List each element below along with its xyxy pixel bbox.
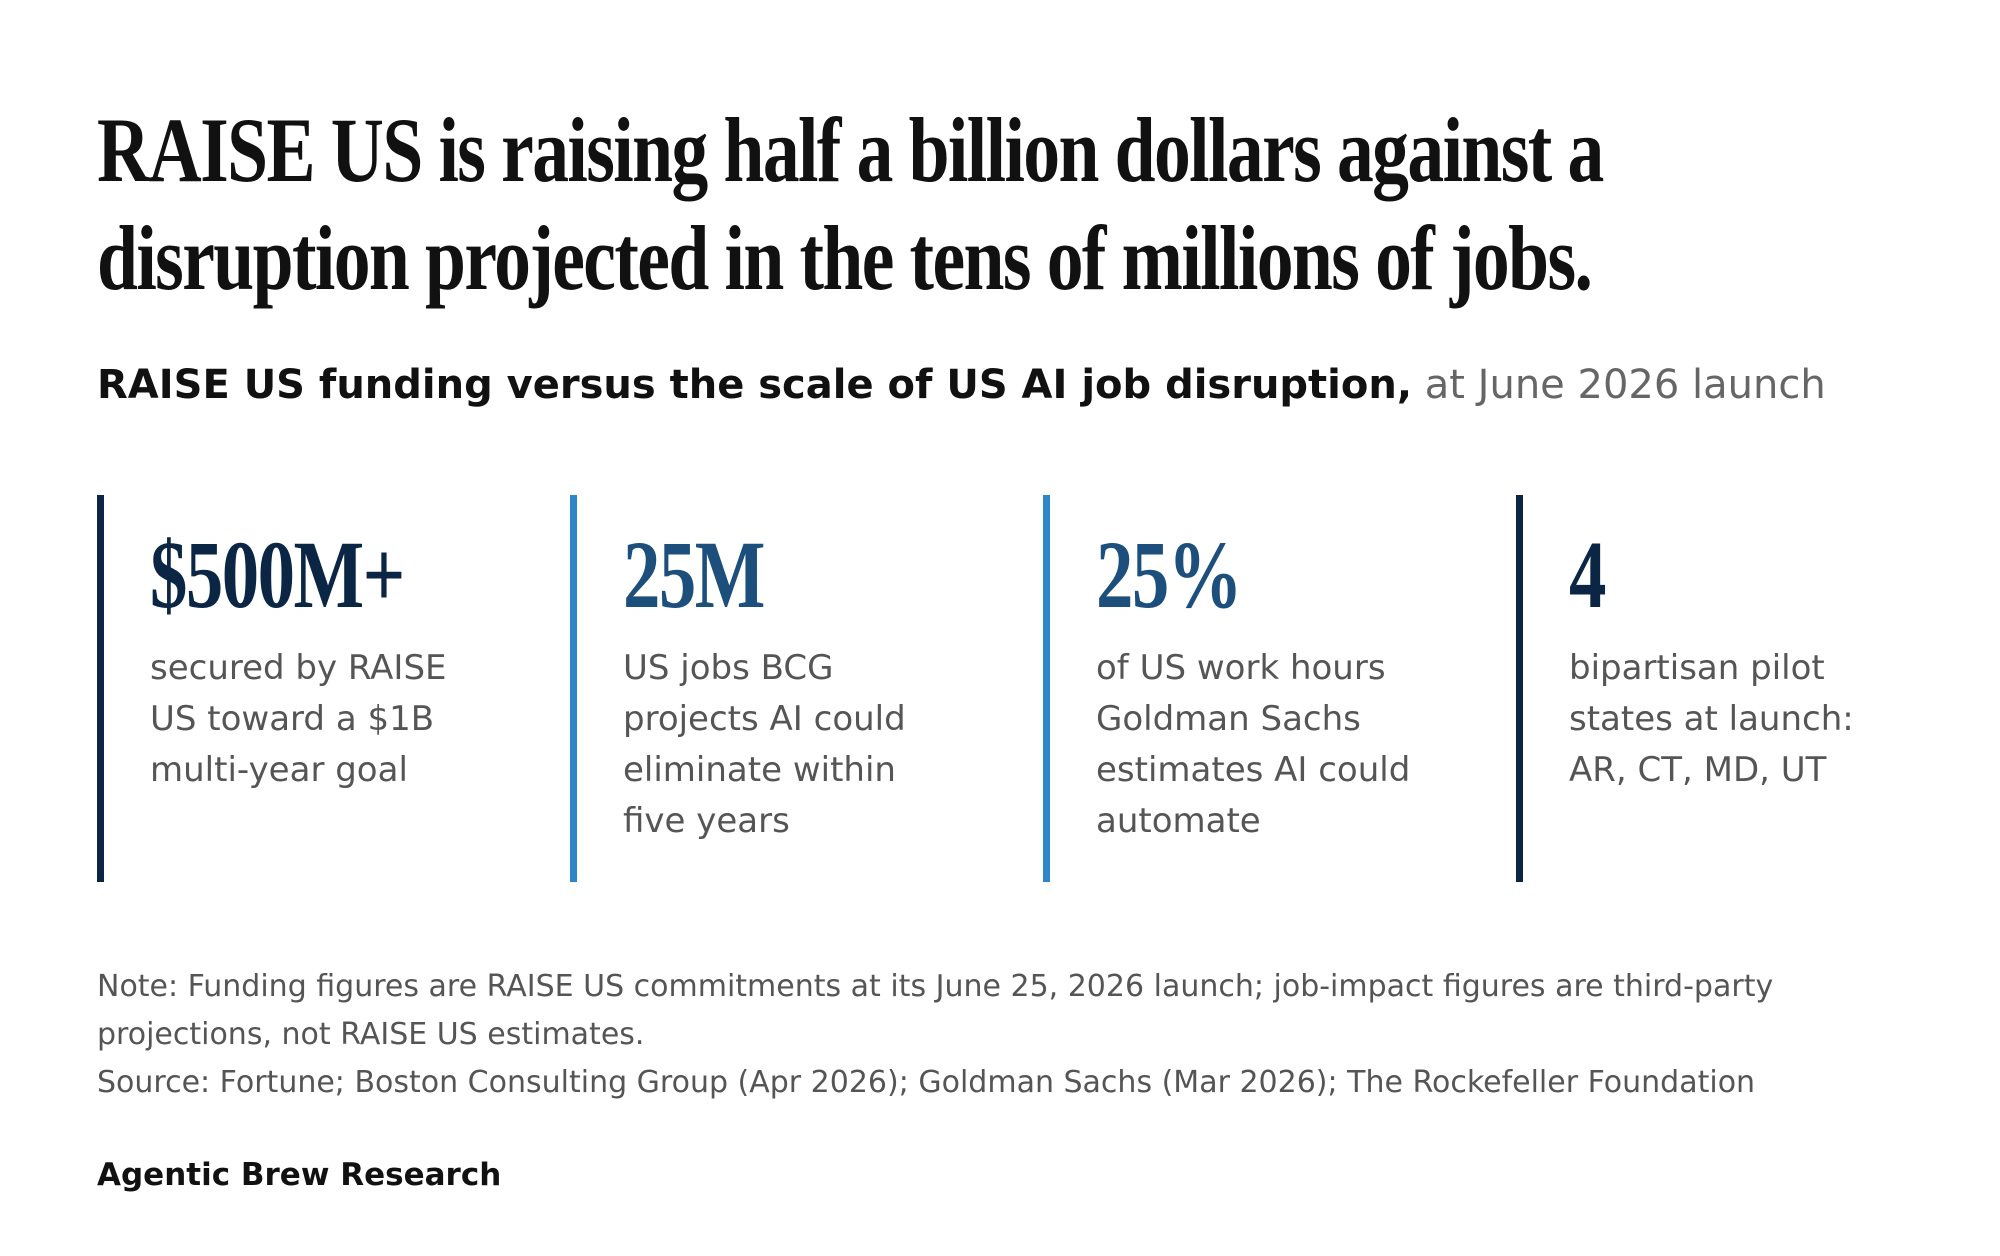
source: Source: Fortune; Boston Consulting Group…: [97, 1065, 1756, 1100]
stat-value: 4: [1569, 521, 1606, 628]
accent-bar: [1516, 495, 1523, 882]
note: Note: Funding figures are RAISE US commi…: [97, 969, 1774, 1052]
stat-label: bipartisan pilot states at launch: AR, C…: [1569, 648, 1854, 790]
subtitle: RAISE US funding versus the scale of US …: [97, 362, 1826, 408]
stat-card: $500M+ secured by RAISE US toward a $1B m…: [97, 495, 537, 882]
brand: Agentic Brew Research: [97, 1157, 502, 1193]
stat-value: 25M: [623, 521, 765, 628]
title: RAISE US is raising half a billion dolla…: [97, 99, 1604, 309]
stat-label: of US work hours Goldman Sachs estimates…: [1096, 648, 1411, 841]
stat-value: 25%: [1096, 521, 1243, 628]
subtitle-main: RAISE US funding versus the scale of US …: [97, 362, 1413, 408]
footnotes: Note: Funding figures are RAISE US commi…: [97, 963, 1857, 1107]
accent-bar: [570, 495, 577, 882]
stat-label: US jobs BCG projects AI could eliminate …: [623, 648, 906, 841]
stat-card: 4 bipartisan pilot states at launch: AR, …: [1516, 495, 1956, 882]
accent-bar: [1043, 495, 1050, 882]
stat-label: secured by RAISE US toward a $1B multi-y…: [150, 648, 447, 790]
stat-card: 25% of US work hours Goldman Sachs estima…: [1043, 495, 1483, 882]
stat-value: $500M+: [150, 521, 405, 628]
stat-card: 25M US jobs BCG projects AI could elimina…: [570, 495, 1010, 882]
accent-bar: [97, 495, 104, 882]
subtitle-context: at June 2026 launch: [1424, 362, 1826, 408]
